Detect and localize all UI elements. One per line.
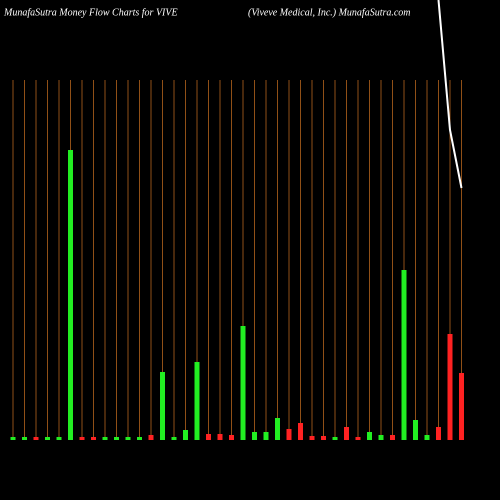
bar <box>344 427 349 440</box>
bar <box>252 432 257 440</box>
bar <box>436 427 441 440</box>
bar <box>355 437 361 440</box>
bar <box>378 435 384 440</box>
bar <box>275 418 280 440</box>
bar <box>413 420 418 440</box>
bar <box>447 334 453 440</box>
bar <box>401 270 407 440</box>
bar <box>171 437 177 440</box>
bar <box>33 437 39 440</box>
price-line <box>437 0 463 189</box>
bar <box>332 437 338 440</box>
bar <box>321 436 326 440</box>
chart-subtitle: (Viveve Medical, Inc.) MunafaSutra.com <box>248 7 411 18</box>
bar <box>91 437 96 440</box>
bar <box>309 436 315 440</box>
bar <box>367 432 372 440</box>
bar <box>79 437 85 440</box>
bar <box>263 432 269 440</box>
bar <box>424 435 430 440</box>
bar <box>217 434 223 440</box>
bar <box>148 435 154 440</box>
bar <box>240 326 246 440</box>
bar <box>194 362 200 440</box>
bar <box>183 430 188 440</box>
bar <box>125 437 131 440</box>
bar <box>160 372 165 440</box>
bar <box>68 150 73 440</box>
bar <box>298 423 303 440</box>
chart-title: MunafaSutra Money Flow Charts for VIVE <box>3 7 178 18</box>
bar <box>206 434 211 440</box>
bar <box>10 437 16 440</box>
bar <box>390 435 395 440</box>
bar <box>459 373 464 440</box>
bar <box>56 437 62 440</box>
bar <box>45 437 50 440</box>
bar <box>286 429 292 440</box>
bar <box>137 437 142 440</box>
bar <box>22 437 27 440</box>
bar <box>229 435 234 440</box>
bar <box>114 437 119 440</box>
bar <box>102 437 108 440</box>
